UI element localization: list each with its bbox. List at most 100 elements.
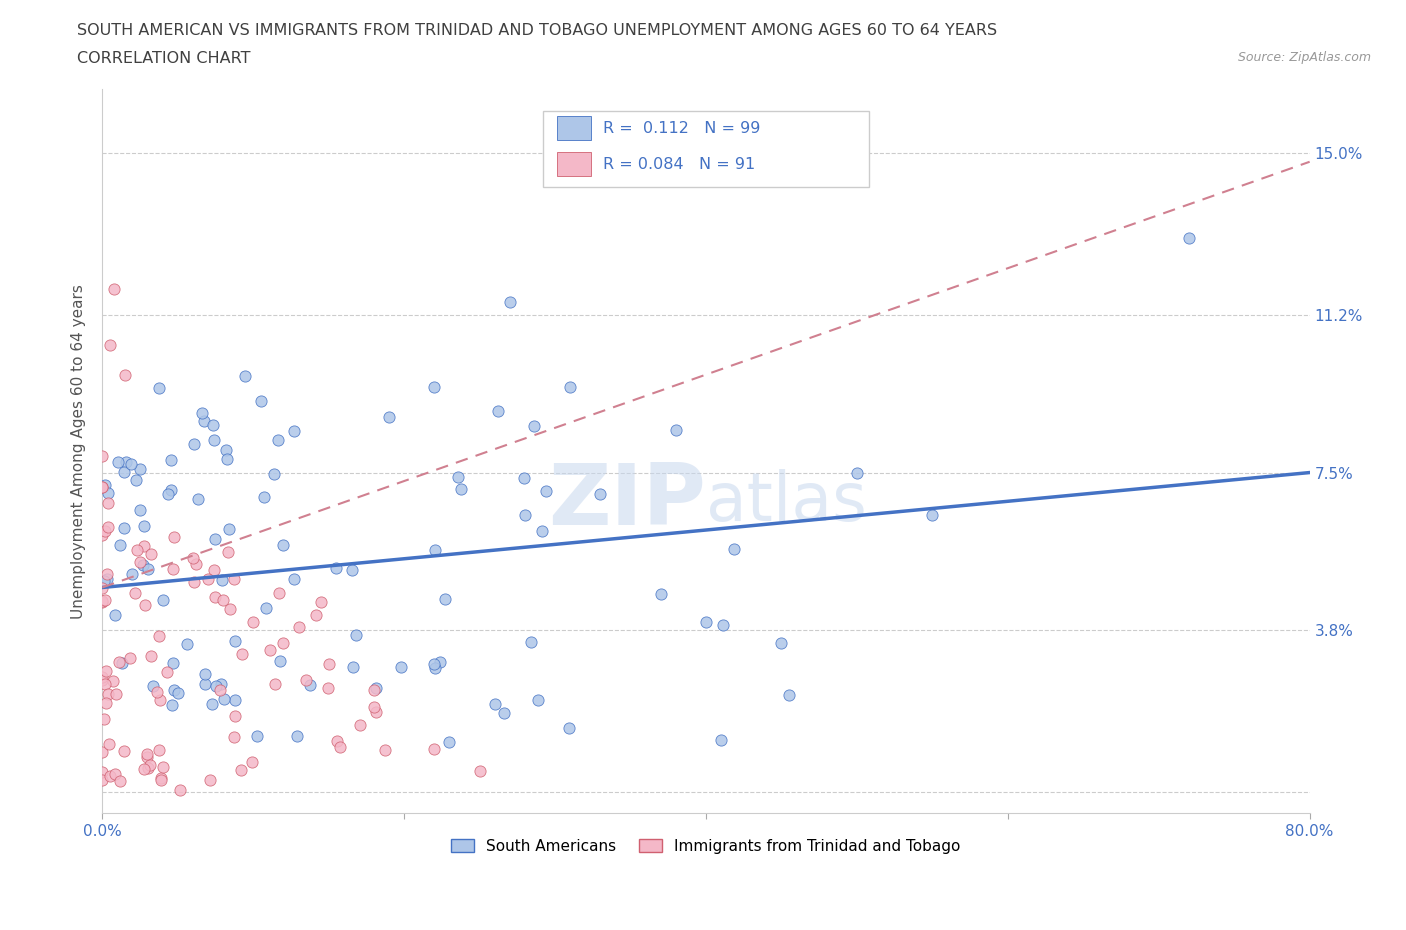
Point (91, 480, 114, 495)
Point (219, 601, 242, 616)
Point (215, 442, 238, 457)
Bar (557, 116, 591, 140)
Point (363, 699, 385, 714)
Point (96, 566, 118, 581)
Point (159, 452, 181, 467)
Point (162, 562, 184, 577)
Point (224, 708, 246, 723)
Point (162, 529, 184, 544)
Point (288, 619, 311, 634)
Point (108, 774, 131, 789)
Text: CORRELATION CHART: CORRELATION CHART (77, 51, 250, 66)
Point (91, 773, 114, 788)
Point (120, 457, 142, 472)
Point (91, 580, 114, 595)
Point (91, 672, 114, 687)
Point (187, 492, 209, 507)
Point (108, 538, 131, 552)
Point (450, 482, 472, 497)
Point (363, 683, 385, 698)
Point (224, 693, 246, 708)
Point (91, 480, 114, 495)
Point (316, 681, 339, 696)
Point (374, 743, 396, 758)
Point (186, 557, 208, 572)
Point (318, 657, 340, 671)
Point (124, 586, 146, 601)
Point (120, 651, 142, 666)
Point (513, 508, 536, 523)
Text: Source: ZipAtlas.com: Source: ZipAtlas.com (1237, 51, 1371, 64)
Point (231, 646, 253, 661)
Point (263, 466, 285, 481)
Point (162, 698, 184, 712)
Text: atlas: atlas (706, 469, 868, 535)
Point (114, 367, 136, 382)
Point (146, 684, 169, 699)
Point (135, 750, 157, 764)
Point (710, 733, 733, 748)
Text: ZIP: ZIP (548, 460, 706, 543)
Point (273, 635, 295, 650)
Point (423, 661, 446, 676)
Point (389, 659, 412, 674)
Point (138, 757, 160, 772)
Point (93, 711, 115, 726)
Point (778, 688, 800, 703)
Point (202, 418, 225, 432)
Point (305, 607, 328, 622)
Point (523, 418, 546, 433)
Point (468, 764, 491, 778)
Point (183, 574, 205, 589)
Point (129, 554, 152, 569)
Point (149, 693, 172, 708)
Point (134, 761, 156, 776)
Point (233, 368, 256, 383)
Point (91, 449, 114, 464)
Point (665, 422, 688, 437)
Point (224, 634, 246, 649)
Point (139, 547, 162, 562)
Point (342, 659, 364, 674)
Point (152, 760, 174, 775)
Point (96, 572, 118, 587)
Point (271, 538, 294, 552)
Point (325, 560, 347, 575)
Point (156, 487, 179, 502)
Point (136, 561, 159, 576)
Point (194, 666, 217, 681)
Point (93, 677, 115, 692)
Point (129, 503, 152, 518)
Point (125, 472, 148, 487)
Text: R =  0.112   N = 99: R = 0.112 N = 99 (603, 121, 761, 136)
Point (711, 618, 734, 632)
Point (93, 574, 115, 589)
Point (202, 563, 225, 578)
Point (921, 508, 943, 523)
Point (98, 769, 121, 784)
Point (181, 551, 204, 565)
Point (557, 721, 579, 736)
Point (197, 572, 219, 587)
Point (434, 591, 457, 606)
Point (484, 697, 506, 711)
Point (425, 543, 447, 558)
Point (212, 691, 235, 706)
Y-axis label: Unemployment Among Ages 60 to 64 years: Unemployment Among Ages 60 to 64 years (72, 284, 86, 618)
Point (111, 656, 134, 671)
Point (148, 629, 170, 644)
Point (200, 772, 222, 787)
Point (97, 687, 120, 702)
Point (486, 404, 509, 418)
Point (267, 432, 290, 447)
Point (366, 705, 388, 720)
Point (163, 683, 186, 698)
Point (201, 697, 224, 711)
Point (264, 677, 287, 692)
Point (105, 686, 128, 701)
Point (94, 664, 117, 679)
Point (845, 465, 868, 480)
Point (211, 573, 233, 588)
Point (342, 563, 364, 578)
Point (212, 592, 235, 607)
